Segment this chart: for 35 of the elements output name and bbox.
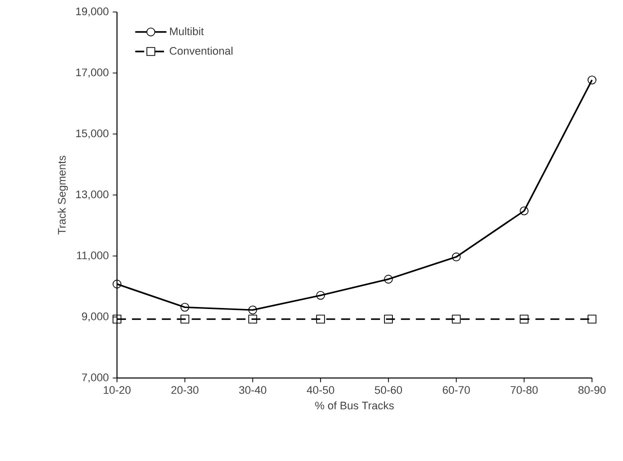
point bbox=[452, 252, 461, 262]
point bbox=[520, 206, 529, 216]
legend-label: Conventional bbox=[170, 46, 232, 55]
point bbox=[316, 290, 325, 300]
legend-label: Multibit bbox=[170, 27, 204, 36]
point bbox=[248, 314, 258, 324]
point bbox=[180, 302, 190, 312]
x-axis-title: % of Bus Tracks bbox=[315, 401, 394, 410]
point bbox=[112, 280, 122, 288]
point bbox=[248, 306, 258, 314]
point bbox=[316, 314, 325, 324]
x-tick-label: 60-70 bbox=[442, 386, 470, 394]
y-axis-title: Track Segments bbox=[58, 156, 68, 234]
y-tick-label: 19,000 bbox=[76, 7, 108, 17]
point bbox=[180, 314, 190, 324]
y-tick-label: 11,000 bbox=[77, 251, 108, 261]
point bbox=[112, 314, 122, 324]
point bbox=[452, 314, 461, 324]
point bbox=[520, 314, 529, 324]
x-tick-label: 10-20 bbox=[104, 386, 131, 394]
x-tick-label: 40-50 bbox=[306, 386, 334, 394]
x-tick-label: 80-90 bbox=[578, 386, 606, 394]
point bbox=[588, 314, 596, 324]
x-tick-label: 50-60 bbox=[374, 386, 402, 394]
point bbox=[384, 274, 393, 284]
point bbox=[384, 314, 393, 324]
y-tick-label: 9,000 bbox=[82, 312, 108, 322]
y-tick-label: 13,000 bbox=[76, 190, 108, 200]
y-tick-label: 15,000 bbox=[76, 129, 108, 139]
x-tick-label: 20-30 bbox=[171, 386, 198, 394]
point bbox=[588, 76, 596, 84]
x-tick-label: 70-80 bbox=[510, 386, 538, 394]
y-tick-label: 17,000 bbox=[76, 68, 108, 78]
x-tick-label: 30-40 bbox=[239, 386, 266, 394]
y-tick-label: 7,000 bbox=[82, 373, 108, 383]
